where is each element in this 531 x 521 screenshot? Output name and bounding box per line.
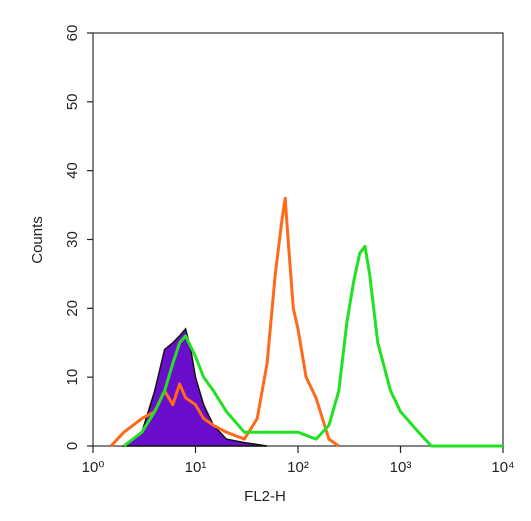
y-axis-label: Counts (29, 216, 46, 264)
x-axis-label: FL2-H (244, 488, 286, 505)
plot-frame (92, 32, 504, 447)
y-tick-label: 40 (64, 162, 81, 179)
y-tick-label: 30 (64, 231, 81, 248)
y-tick-label: 60 (64, 25, 81, 42)
y-tick-label: 20 (64, 300, 81, 317)
histogram-line (122, 244, 503, 448)
x-tick-label: 10¹ (185, 459, 207, 476)
y-tick-label: 0 (64, 442, 81, 450)
y-tick-label: 50 (64, 93, 81, 110)
x-tick-label: 10² (287, 459, 309, 476)
x-tick-label: 10³ (390, 459, 412, 476)
x-tick-label: 10⁴ (491, 459, 514, 476)
y-tick-label: 10 (64, 369, 81, 386)
x-tick-label: 10⁰ (82, 459, 105, 476)
